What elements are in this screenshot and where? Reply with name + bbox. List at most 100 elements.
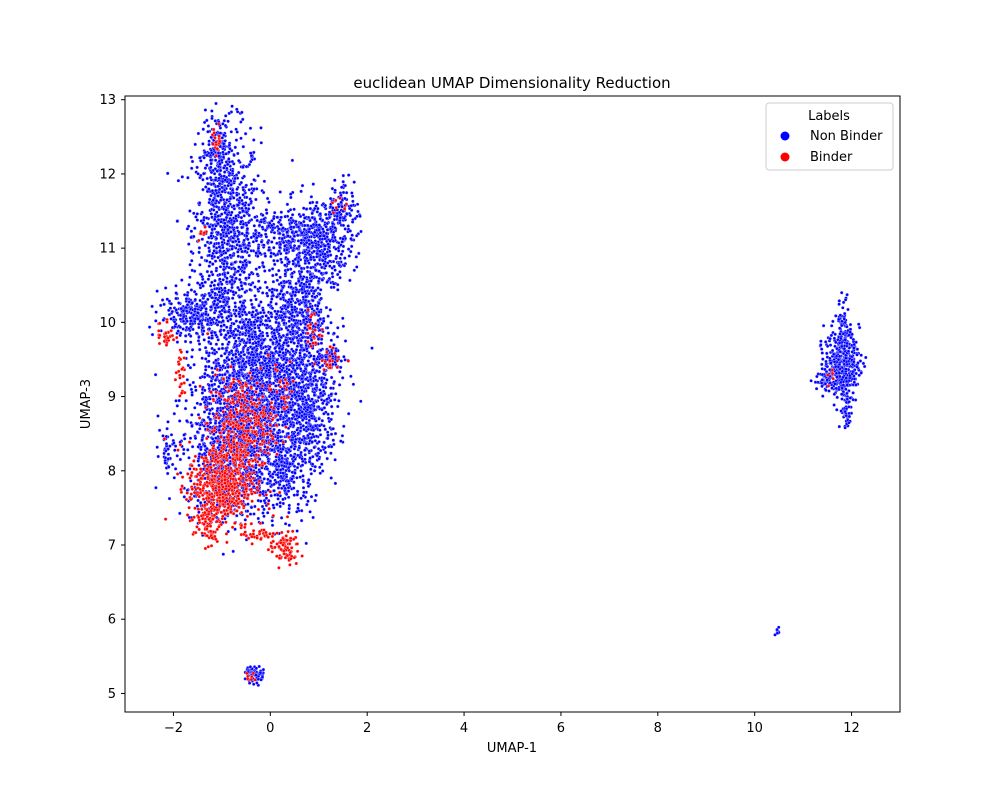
point-non-binder <box>359 399 363 404</box>
point-non-binder <box>174 291 178 295</box>
point-non-binder <box>287 368 291 372</box>
point-non-binder <box>201 221 205 225</box>
point-non-binder <box>224 215 229 220</box>
point-non-binder <box>330 271 335 276</box>
point-non-binder <box>213 421 218 425</box>
point-non-binder <box>190 159 195 164</box>
point-non-binder <box>319 244 323 249</box>
point-non-binder <box>300 277 305 281</box>
point-non-binder <box>312 230 317 234</box>
point-non-binder <box>210 188 215 193</box>
point-non-binder <box>326 433 330 438</box>
point-non-binder <box>313 295 317 299</box>
point-non-binder <box>239 350 243 355</box>
point-non-binder <box>190 348 195 352</box>
point-non-binder <box>193 307 198 311</box>
point-non-binder <box>256 316 260 320</box>
point-non-binder <box>291 375 295 380</box>
point-non-binder <box>206 129 210 134</box>
point-non-binder <box>318 448 323 453</box>
point-non-binder <box>278 350 282 354</box>
point-non-binder <box>345 212 349 216</box>
point-non-binder <box>201 142 205 146</box>
point-non-binder <box>260 361 265 365</box>
point-non-binder <box>318 230 323 235</box>
point-non-binder <box>223 221 227 226</box>
point-non-binder <box>209 321 213 325</box>
point-non-binder <box>203 345 208 350</box>
point-non-binder <box>213 178 218 182</box>
point-non-binder <box>201 127 206 131</box>
point-non-binder <box>257 265 262 270</box>
point-non-binder <box>352 180 356 184</box>
point-non-binder <box>283 214 287 219</box>
point-non-binder <box>215 323 220 327</box>
point-non-binder <box>253 374 257 379</box>
point-non-binder <box>241 222 246 226</box>
point-non-binder <box>250 335 254 339</box>
point-non-binder <box>253 294 257 298</box>
point-non-binder <box>270 306 275 311</box>
point-non-binder <box>224 280 229 284</box>
point-non-binder <box>283 244 287 248</box>
point-non-binder <box>346 411 351 416</box>
point-non-binder <box>310 215 315 220</box>
point-non-binder <box>210 290 215 294</box>
point-non-binder <box>230 296 235 300</box>
point-non-binder <box>323 427 328 432</box>
point-non-binder <box>308 255 313 260</box>
point-non-binder <box>315 210 320 214</box>
point-non-binder <box>295 330 299 335</box>
point-non-binder <box>180 175 185 179</box>
point-non-binder <box>188 322 193 326</box>
point-non-binder <box>203 388 207 393</box>
point-non-binder <box>246 379 251 383</box>
point-non-binder <box>282 373 287 377</box>
point-non-binder <box>228 334 232 339</box>
point-non-binder <box>252 512 256 516</box>
point-non-binder <box>333 235 337 240</box>
point-non-binder <box>217 373 222 377</box>
point-non-binder <box>296 326 301 331</box>
point-non-binder <box>212 348 217 352</box>
point-non-binder <box>271 381 276 385</box>
point-non-binder <box>304 343 308 348</box>
point-non-binder <box>273 346 277 351</box>
point-non-binder <box>294 263 299 268</box>
point-non-binder <box>240 225 244 230</box>
chart-title: euclidean UMAP Dimensionality Reduction <box>353 74 670 92</box>
point-non-binder <box>153 372 158 377</box>
point-non-binder <box>309 279 313 283</box>
point-non-binder <box>265 211 269 215</box>
point-non-binder <box>222 358 227 363</box>
point-non-binder <box>338 270 342 274</box>
point-non-binder <box>281 285 285 290</box>
point-non-binder <box>244 276 248 280</box>
point-non-binder <box>228 279 232 284</box>
point-non-binder <box>228 191 233 196</box>
point-non-binder <box>238 320 242 324</box>
point-non-binder <box>214 268 219 273</box>
point-non-binder <box>297 244 301 249</box>
point-non-binder <box>303 236 308 240</box>
point-non-binder <box>187 282 191 287</box>
point-non-binder <box>289 195 293 200</box>
point-non-binder <box>198 298 202 303</box>
point-non-binder <box>188 436 193 440</box>
point-non-binder <box>207 364 211 369</box>
point-non-binder <box>224 208 228 212</box>
point-non-binder <box>220 179 225 184</box>
point-non-binder <box>227 143 232 148</box>
point-non-binder <box>329 445 334 449</box>
point-non-binder <box>287 416 291 421</box>
point-non-binder <box>262 243 266 247</box>
point-non-binder <box>265 291 269 296</box>
point-non-binder <box>355 265 359 269</box>
point-non-binder <box>293 300 298 305</box>
point-non-binder <box>317 269 321 273</box>
point-non-binder <box>281 429 285 434</box>
point-non-binder <box>220 346 225 351</box>
point-non-binder <box>333 188 337 193</box>
point-non-binder <box>190 393 194 397</box>
point-non-binder <box>296 431 300 436</box>
